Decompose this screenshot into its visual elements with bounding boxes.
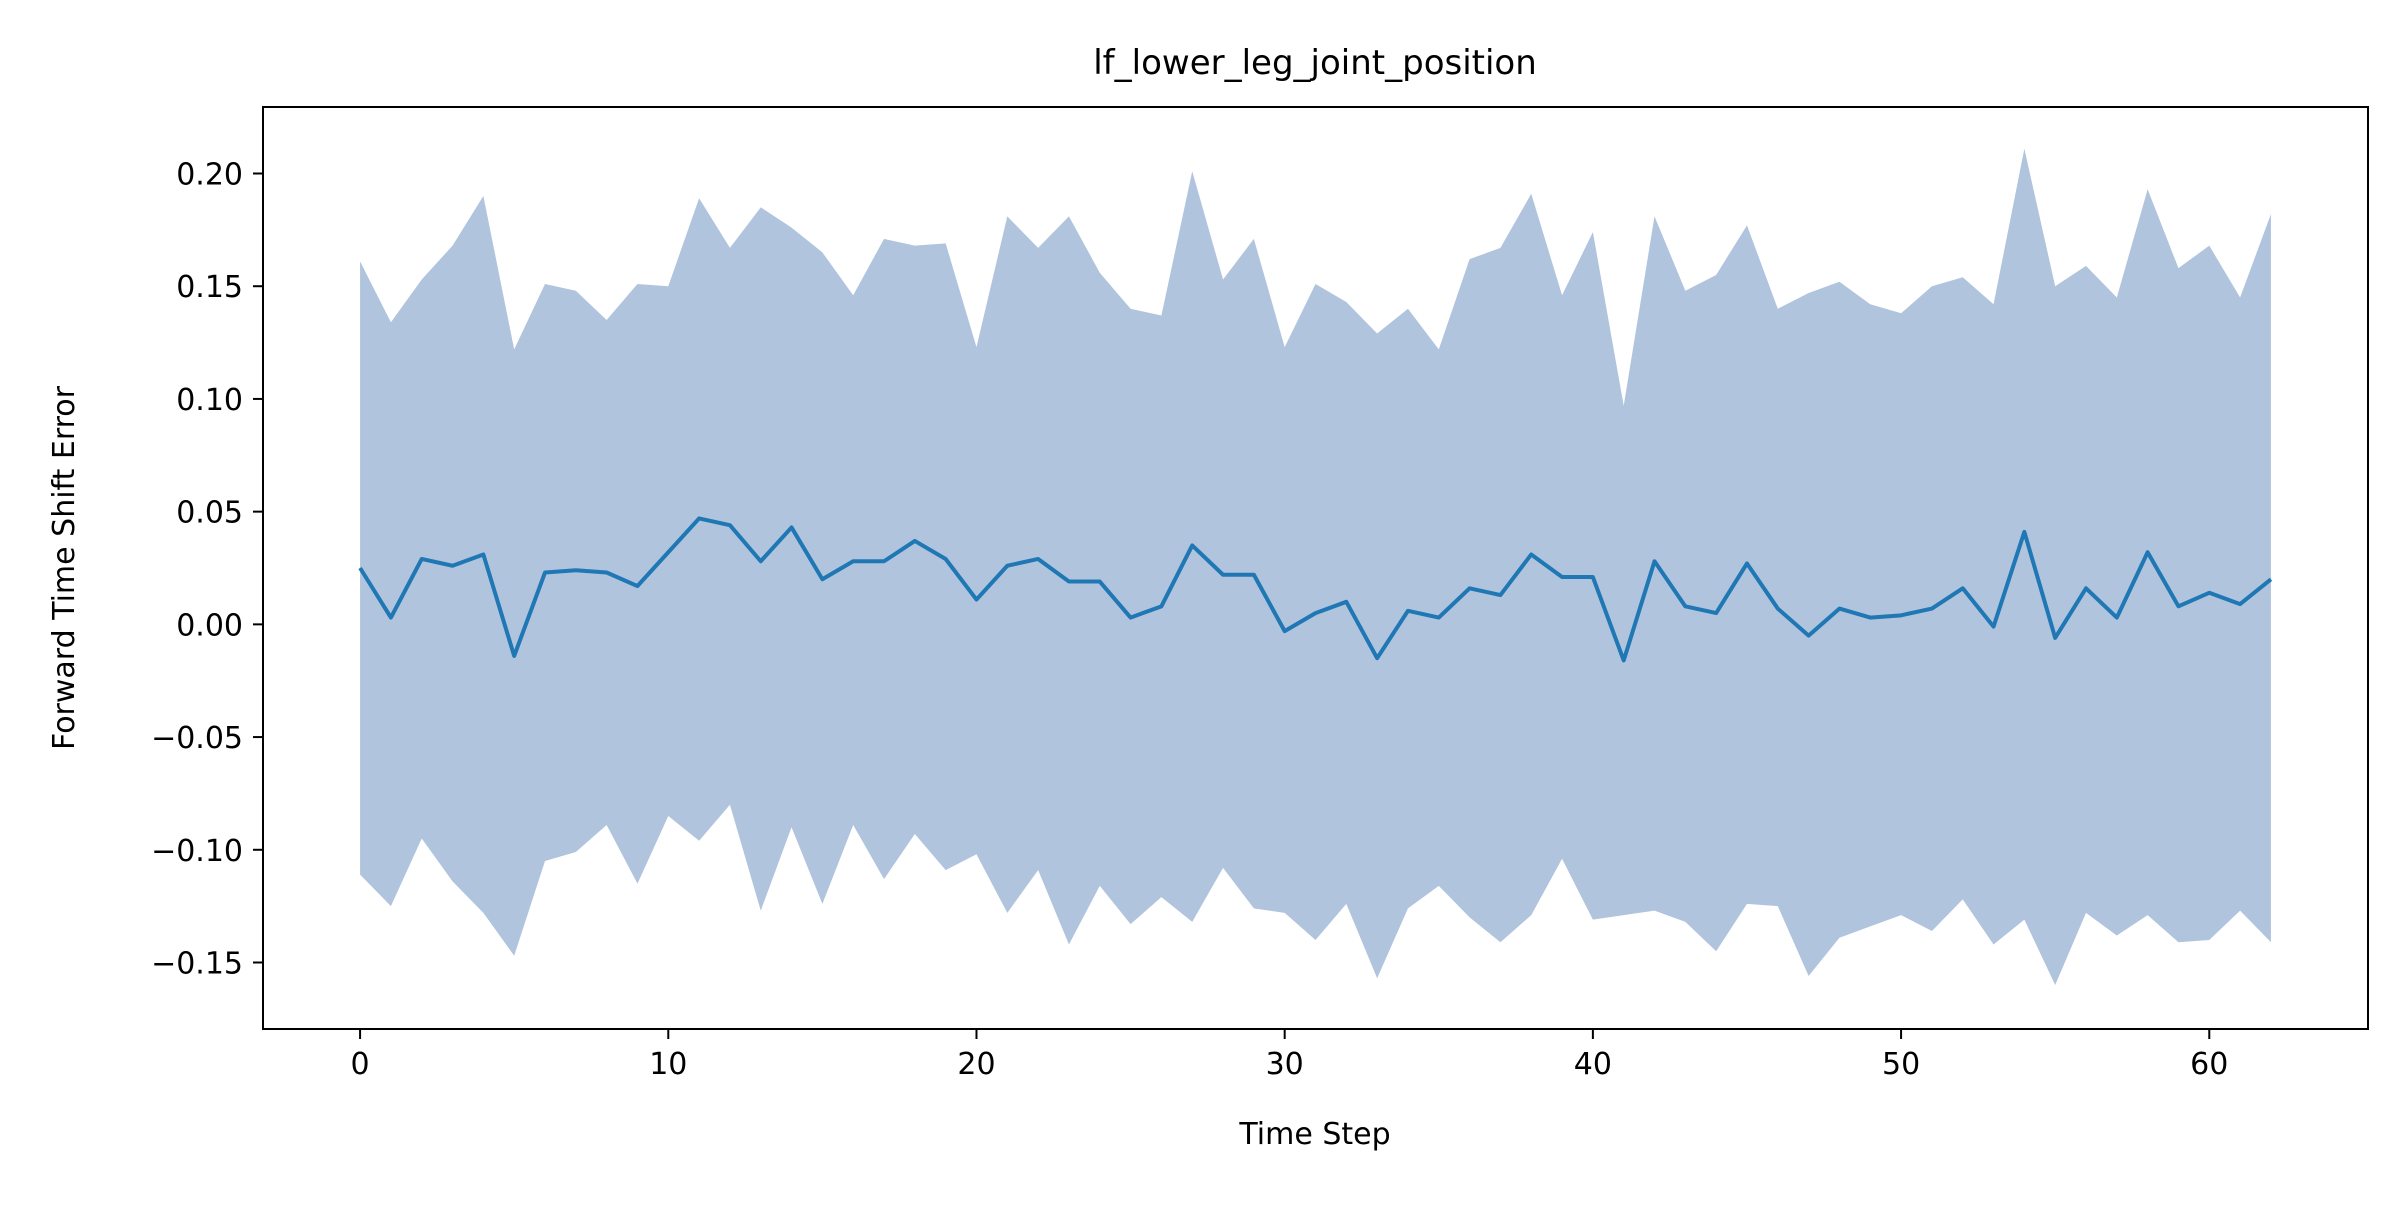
y-axis-label: Forward Time Shift Error bbox=[47, 385, 82, 750]
y-tick-label: −0.10 bbox=[151, 834, 243, 869]
series-line-0 bbox=[358, 516, 2273, 663]
chart-title: lf_lower_leg_joint_position bbox=[1093, 43, 1537, 83]
y-tick-label: 0.15 bbox=[176, 270, 243, 305]
x-tick-label: 10 bbox=[649, 1047, 687, 1082]
x-axis-ticks: 0 10 20 30 40 50 60 bbox=[351, 1029, 2228, 1082]
x-axis-label: Time Step bbox=[1238, 1117, 1390, 1152]
x-tick-label: 50 bbox=[1882, 1047, 1920, 1082]
x-tick-label: 20 bbox=[957, 1047, 995, 1082]
x-tick-label: 30 bbox=[1266, 1047, 1304, 1082]
series-line-layer bbox=[358, 516, 2273, 663]
x-tick-label: 40 bbox=[1574, 1047, 1612, 1082]
y-tick-label: 0.10 bbox=[176, 383, 243, 418]
y-tick-label: 0.00 bbox=[176, 608, 243, 643]
axes-frame bbox=[262, 106, 2369, 1030]
x-tick-label: 0 bbox=[351, 1047, 370, 1082]
y-tick-label: 0.05 bbox=[176, 496, 243, 531]
y-tick-label: −0.05 bbox=[151, 721, 243, 756]
y-tick-label: −0.15 bbox=[151, 946, 243, 981]
y-tick-label: 0.20 bbox=[176, 158, 243, 193]
confidence-band bbox=[360, 148, 2271, 986]
confidence-band-layer bbox=[360, 148, 2271, 986]
x-tick-label: 60 bbox=[2190, 1047, 2228, 1082]
y-axis-ticks: −0.15 −0.10 −0.05 0.00 0.05 0.10 0.15 0.20 bbox=[151, 158, 263, 981]
